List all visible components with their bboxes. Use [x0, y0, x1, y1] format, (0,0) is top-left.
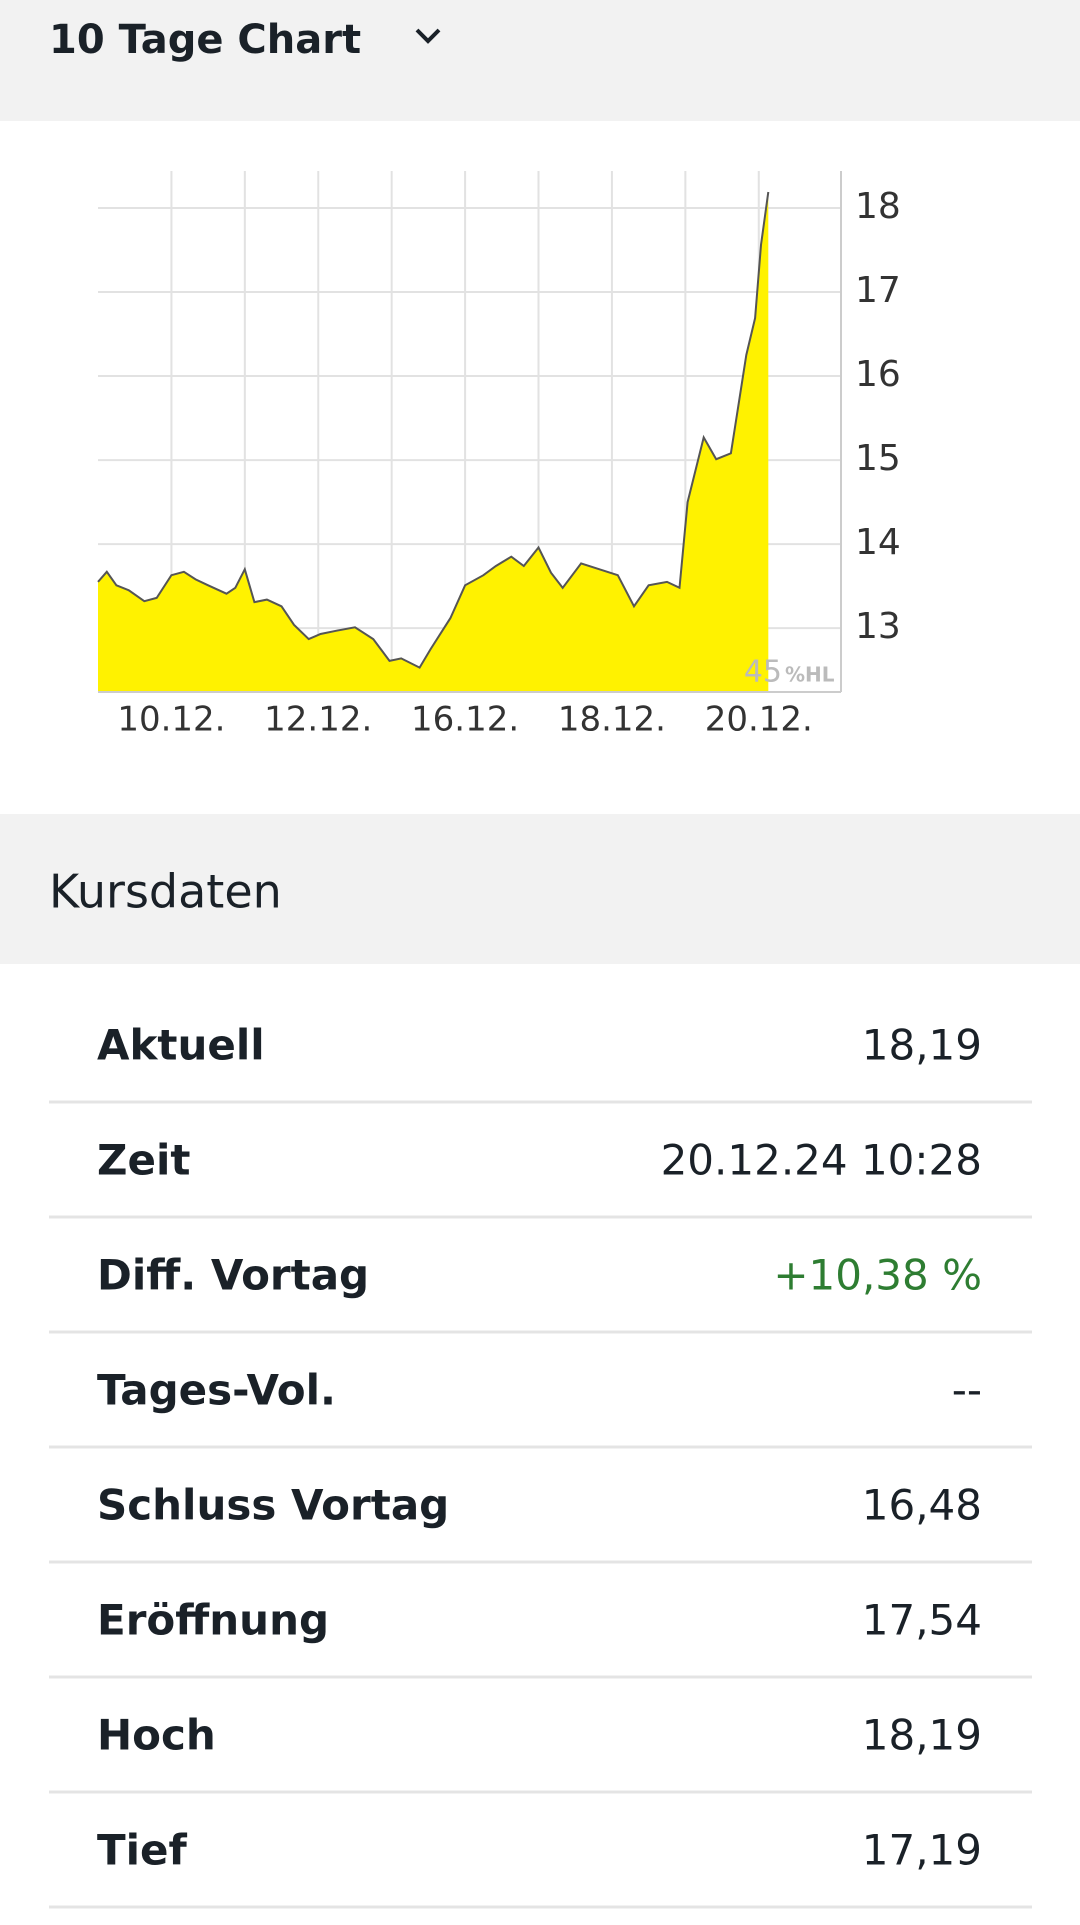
- x-tick-label: 20.12.: [705, 700, 813, 740]
- data-table: Aktuell 18,19 Zeit 20.12.24 10:28 Diff. Vort…: [49, 1021, 1032, 1909]
- row-label: Hoch: [97, 1711, 216, 1760]
- row-label: Tief: [97, 1826, 188, 1875]
- x-tick-label: 18.12.: [558, 700, 666, 740]
- y-tick-label: 15: [855, 438, 901, 479]
- section-title: Kursdaten: [49, 865, 282, 919]
- y-tick-label: 16: [855, 354, 901, 395]
- row-value: 20.12.24 10:28: [661, 1136, 982, 1185]
- row-label: Tages-Vol.: [97, 1366, 336, 1415]
- row-value: 16,48: [862, 1481, 982, 1530]
- row-value: +10,38 %: [773, 1251, 982, 1300]
- x-tick-label: 10.12.: [117, 700, 225, 740]
- line: [97, 191, 770, 669]
- header-title[interactable]: 10 Tage Chart: [49, 17, 361, 63]
- row-label: Eröffnung: [97, 1596, 329, 1645]
- row-label: Zeit: [97, 1136, 190, 1185]
- y-tick-label: 17: [855, 270, 901, 311]
- section-band: [0, 814, 1080, 964]
- dropdown-chevron[interactable]: [415, 28, 441, 44]
- row-value: --: [952, 1366, 982, 1415]
- row-label: Aktuell: [97, 1021, 265, 1070]
- x-tick-label: 16.12.: [411, 700, 519, 740]
- y-tick-label: 13: [855, 606, 901, 647]
- row-value: 18,19: [862, 1711, 982, 1760]
- row-label: Diff. Vortag: [97, 1251, 369, 1300]
- row-value: 17,54: [862, 1596, 982, 1645]
- area: [98, 192, 769, 692]
- x-tick-label: 12.12.: [264, 700, 372, 740]
- watermark: 45: [744, 655, 782, 690]
- row-label: Schluss Vortag: [97, 1481, 449, 1530]
- row-value: 17,19: [862, 1826, 982, 1875]
- header-band: [0, 0, 1080, 121]
- chart: 13 14 15 16 17 18 10.12. 12.12. 16.12. 18.12. 20.1…: [97, 171, 901, 740]
- watermark-unit: %HL: [785, 663, 835, 687]
- row-value: 18,19: [862, 1021, 982, 1070]
- y-tick-label: 18: [855, 186, 901, 227]
- y-tick-label: 14: [855, 522, 901, 563]
